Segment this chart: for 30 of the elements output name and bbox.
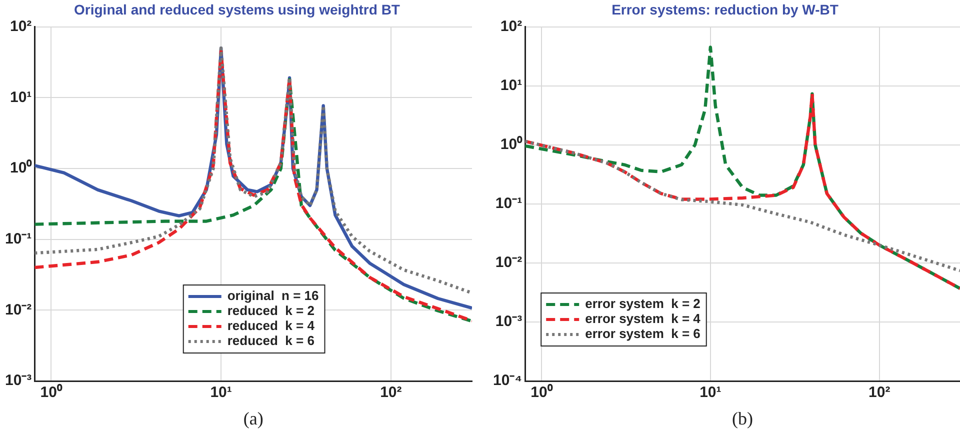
- y-tick-label: 10⁻²: [495, 254, 522, 272]
- y-tick-label: 10²: [500, 18, 522, 35]
- y-tick-label: 10⁻¹: [4, 230, 32, 248]
- y-tick-label: 10⁻¹: [495, 195, 522, 212]
- chart-title: Original and reduced systems using weightrd BT: [74, 1, 400, 18]
- x-tick-label: 10²: [380, 384, 402, 402]
- legend-label: reduced k = 4: [227, 318, 316, 334]
- legend-label: error system k = 2: [585, 296, 700, 312]
- y-tick-label: 10⁰: [500, 135, 524, 154]
- y-tick-label: 10¹: [500, 76, 522, 94]
- x-tick-label: 10⁰: [40, 383, 63, 402]
- y-tick-label: 10⁻³: [4, 372, 32, 390]
- text: (a): [243, 408, 264, 429]
- y-tick-label: 10⁻⁴: [492, 372, 522, 390]
- legend-label: error system k = 4: [585, 311, 702, 326]
- y-tick-label: 10¹: [10, 88, 32, 106]
- x-tick-label: 10¹: [700, 384, 722, 402]
- y-tick-label: 10²: [10, 18, 32, 35]
- y-tick-label: 10⁻³: [495, 313, 522, 330]
- legend-label: reduced k = 2: [227, 303, 314, 318]
- legend-label: reduced k = 6: [227, 333, 314, 348]
- x-tick-label: 10¹: [210, 384, 232, 402]
- y-tick-label: 10⁰: [10, 158, 33, 177]
- legend-label: error system k = 6: [585, 326, 700, 342]
- text: (b): [732, 408, 754, 429]
- y-tick-label: 10⁻²: [4, 301, 32, 318]
- x-tick-label: 10⁰: [530, 383, 554, 402]
- legend-label: original n = 16: [227, 288, 319, 304]
- chart-title: Error systems: reduction by W-BT: [612, 1, 839, 18]
- x-tick-label: 10²: [868, 384, 890, 402]
